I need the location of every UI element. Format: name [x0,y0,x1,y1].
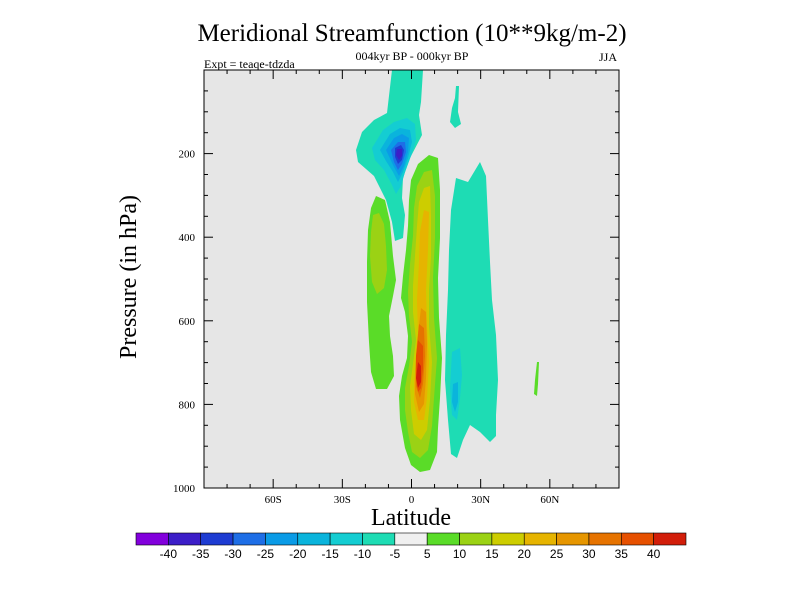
colorbar-swatch [588,532,622,546]
colorbar-label: -10 [354,547,372,561]
x-tick-label: 30S [334,494,351,506]
x-tick-label: 0 [409,494,415,506]
contour-level-minus35 [396,149,402,160]
colorbar-swatch [265,532,299,546]
colorbar [135,532,687,546]
colorbar-swatch [135,532,169,546]
contour-equatorial-positive-cell [399,155,442,472]
season-label: JJA [599,50,617,64]
contour-nh-negative-cell [445,162,498,458]
colorbar-swatch [491,532,525,546]
experiment-label: Expt = teaqe-tdzda [204,57,295,71]
colorbar-swatch [523,532,557,546]
colorbar-label: 25 [550,547,564,561]
colorbar-swatch [297,532,331,546]
x-tick-label: 60S [265,494,282,506]
colorbar-label: 10 [453,547,467,561]
colorbar-swatch [426,532,460,546]
contour-tropical-negative-cell [356,70,423,241]
colorbar-label: -35 [192,547,210,561]
colorbar-label: -5 [389,547,400,561]
y-tick-label: 800 [179,399,196,411]
colorbar-swatch [620,532,654,546]
colorbar-label: -20 [289,547,307,561]
contour-upper-negative-strip [450,86,461,128]
colorbar-swatch [232,532,266,546]
colorbar-label: -40 [160,547,178,561]
colorbar-label: 35 [615,547,629,561]
colorbar-label: 40 [647,547,661,561]
colorbar-labels: -40 -35 -30 -25 -20 -15 -10 -5 5 10 15 20 25 30 35 40 [160,547,661,561]
contour-sh-positive-cell [367,196,396,389]
x-tick-label: 30N [471,494,490,506]
colorbar-swatch [329,532,363,546]
y-tick-label: 1000 [173,483,196,495]
colorbar-label: 15 [485,547,499,561]
chart-title: Meridional Streamfunction (10**9kg/m-2) [197,20,626,47]
contour-fills [356,70,539,472]
colorbar-label: -25 [257,547,275,561]
colorbar-label: 20 [518,547,532,561]
contour-level-minus15 [452,382,458,412]
colorbar-label: -15 [321,547,339,561]
colorbar-swatch [556,532,590,546]
colorbar-swatch [459,532,493,546]
contour-high-lat-positive-strip [534,362,539,396]
contour-level-plus40 [416,362,421,388]
contour-level-plus10 [370,213,387,294]
x-tick-label: 60N [540,494,559,506]
axis-ticks [204,70,619,489]
chart-subtitle: 004kyr BP - 000kyr BP [356,49,469,63]
y-tick-label: 600 [179,316,196,328]
y-tick-label: 400 [179,232,196,244]
y-tick-label: 200 [179,149,196,161]
y-axis-label: Pressure (in hPa) [116,195,142,359]
colorbar-label: -30 [224,547,242,561]
colorbar-swatch [168,532,202,546]
x-axis-label: Latitude [371,505,451,531]
colorbar-label: 5 [424,547,431,561]
colorbar-swatch [653,532,687,546]
colorbar-swatch [200,532,234,546]
axis-tick-labels: 60S 30S 0 30N 60N 200 400 600 800 1000 [173,149,559,506]
colorbar-swatch [362,532,396,546]
colorbar-label: 30 [582,547,596,561]
colorbar-swatch [394,532,428,546]
